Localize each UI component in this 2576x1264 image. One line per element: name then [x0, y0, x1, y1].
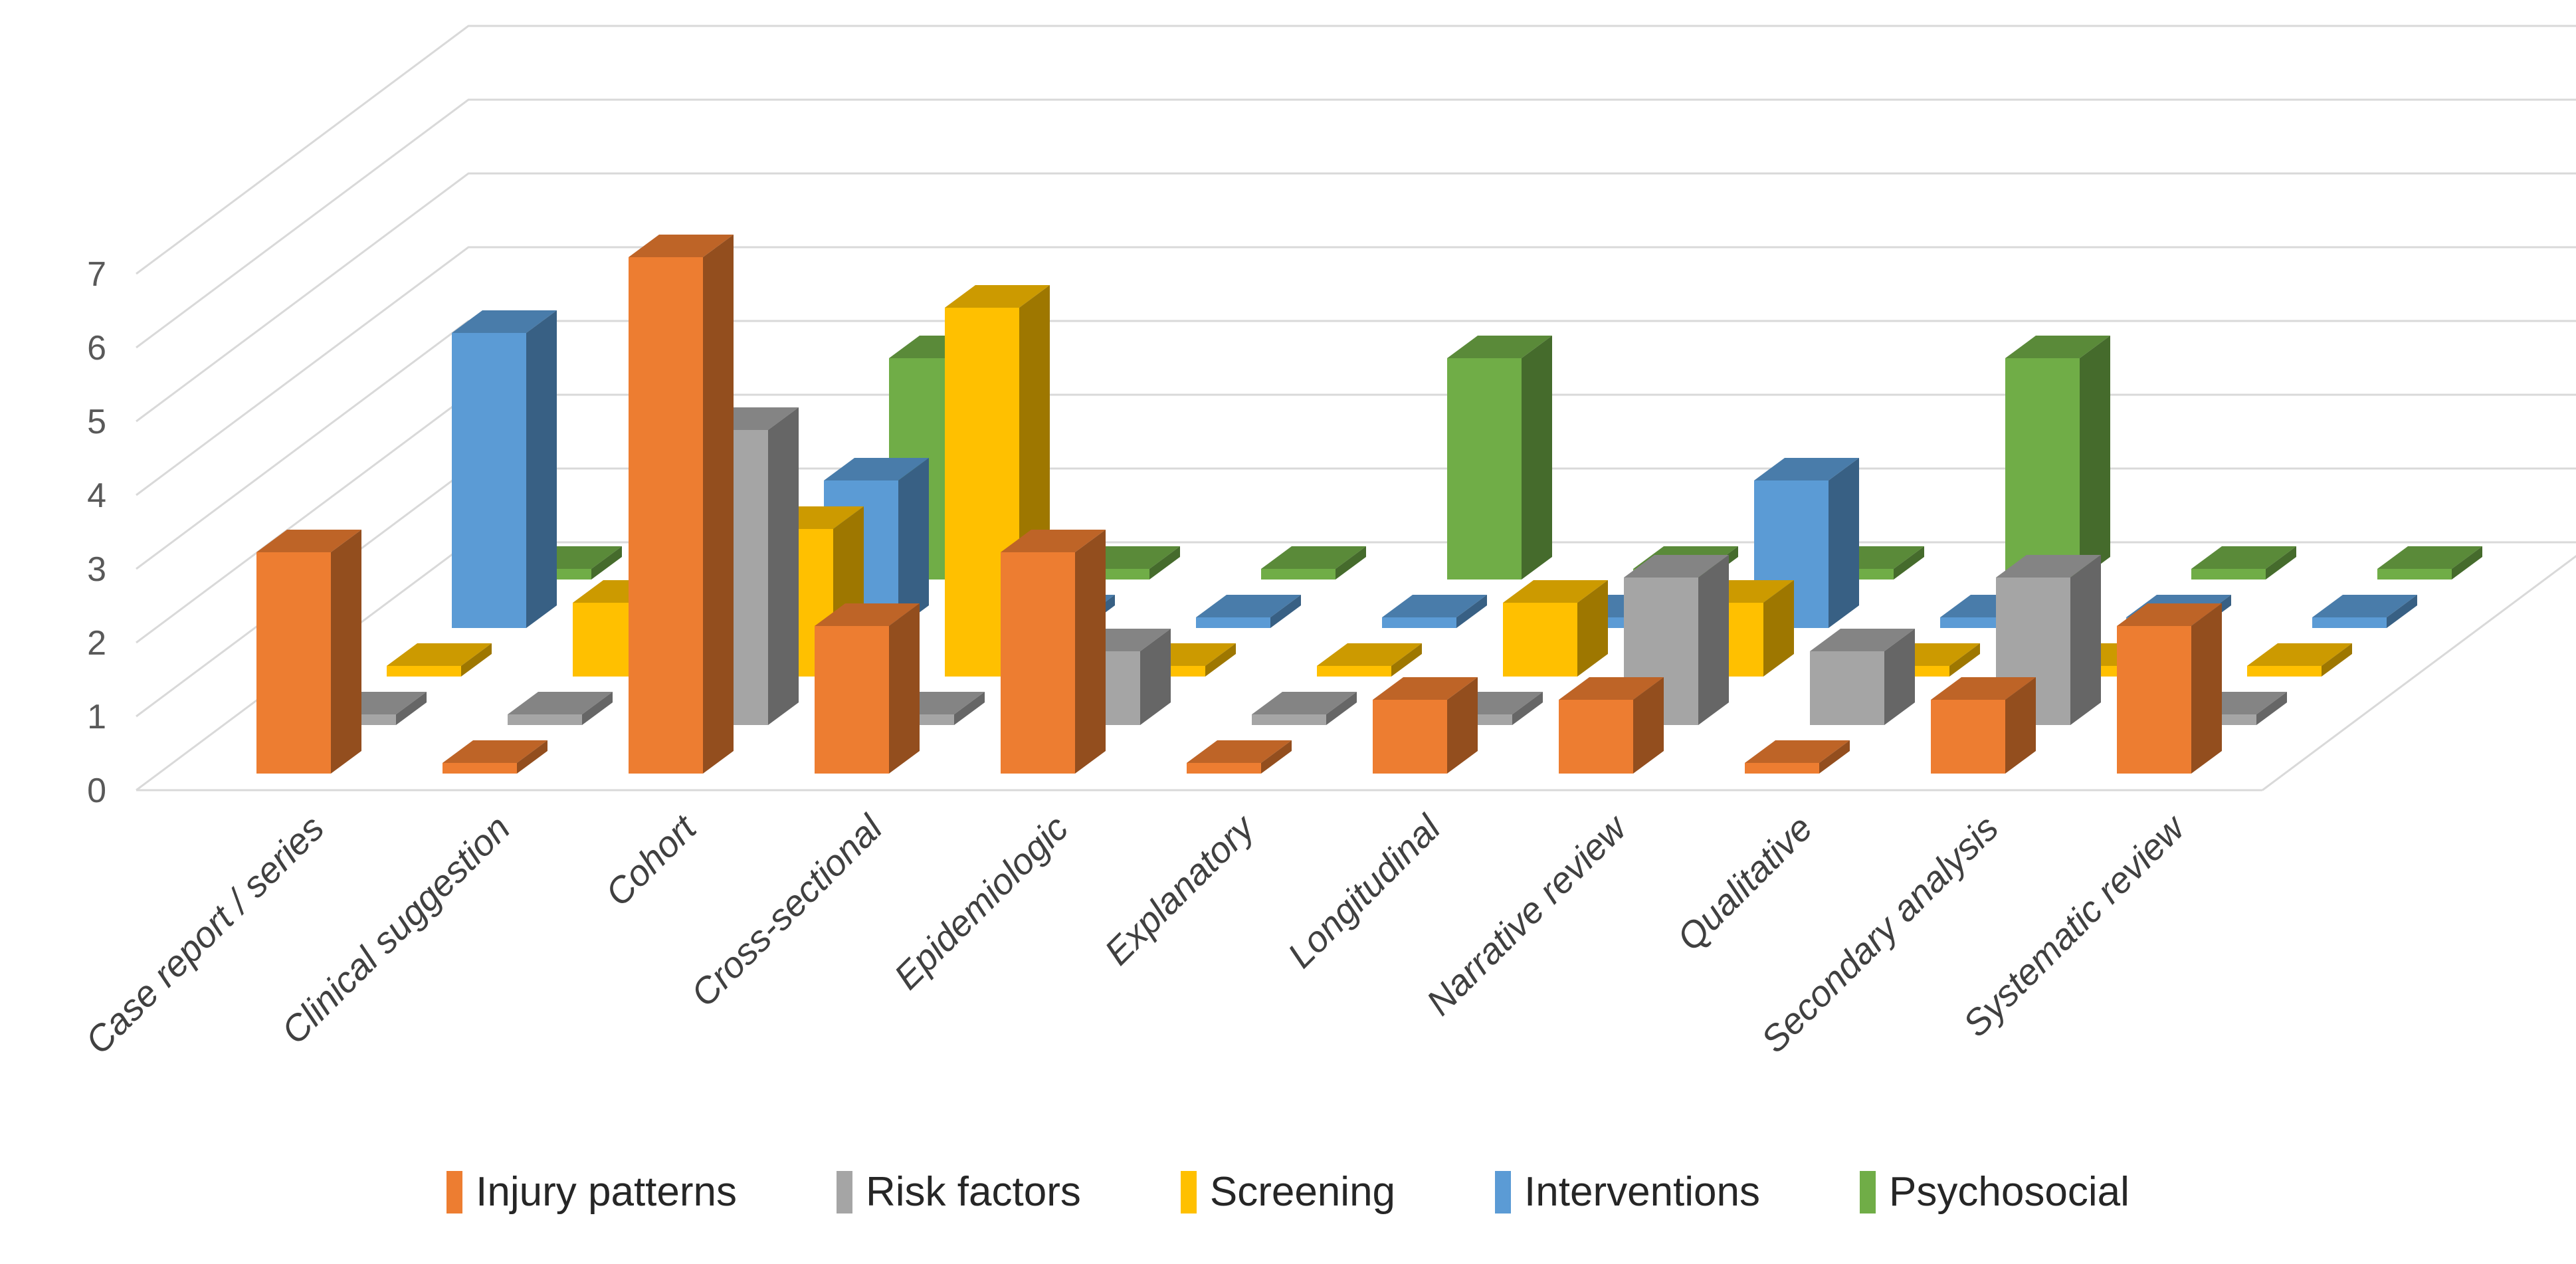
tile-injury-patterns-c5-v0 — [1187, 740, 1292, 774]
tile-injury-patterns-c1-v0 — [443, 740, 547, 774]
bar-psychosocial-c5-v3 — [1447, 336, 1552, 579]
y-tick-label-2: 2 — [87, 624, 106, 663]
y-tick-label-6: 6 — [87, 329, 106, 368]
bar-injury-patterns-c7-v1 — [1559, 677, 1664, 774]
y-tick-label-4: 4 — [87, 476, 106, 515]
legend-marker-interventions — [1495, 1170, 1512, 1213]
tile-interventions-c10-v0 — [2312, 595, 2417, 628]
legend-label: Risk factors — [866, 1169, 1081, 1215]
y-tick-label-7: 7 — [87, 255, 106, 294]
y-tick-label-0: 0 — [87, 772, 106, 810]
legend-marker-screening — [1180, 1170, 1197, 1213]
tile-risk-factors-c5-v0 — [1252, 692, 1357, 725]
tile-screening-c10-v0 — [2247, 643, 2352, 677]
tile-psychosocial-c9-v0 — [2191, 546, 2296, 579]
legend-item-injury-patterns: Injury patterns — [446, 1168, 737, 1215]
x-category-label-8: Qualitative — [1669, 807, 1821, 959]
x-category-label-3: Cross-sectional — [683, 806, 891, 1014]
bar-injury-patterns-c0-v3 — [256, 530, 361, 774]
tile-screening-c5-v0 — [1317, 643, 1422, 677]
bar-injury-patterns-c10-v2 — [2117, 603, 2222, 774]
legend-item-screening: Screening — [1180, 1168, 1396, 1215]
y-tick-label-5: 5 — [87, 403, 106, 441]
y-tick-label-3: 3 — [87, 550, 106, 589]
tile-interventions-c4-v0 — [1196, 595, 1301, 628]
legend-label: Psychosocial — [1889, 1169, 2130, 1215]
legend-item-psychosocial: Psychosocial — [1860, 1168, 2130, 1215]
bar-interventions-c0-v4 — [452, 310, 557, 628]
legend-label: Screening — [1209, 1169, 1396, 1215]
gridline-7 — [136, 25, 2576, 275]
legend-item-risk-factors: Risk factors — [837, 1168, 1081, 1215]
tile-psychosocial-c4-v0 — [1261, 546, 1366, 579]
x-category-label-4: Epidemiologic — [886, 807, 1076, 998]
bar-injury-patterns-c3-v2 — [815, 603, 920, 774]
tile-screening-c0-v0 — [387, 643, 492, 677]
gridline-4 — [136, 246, 2576, 496]
legend-marker-injury-patterns — [446, 1170, 463, 1213]
bar-psychosocial-c8-v3 — [2005, 336, 2110, 579]
legend-item-interventions: Interventions — [1495, 1168, 1760, 1215]
floor-right-edge — [2262, 555, 2576, 791]
x-category-label-2: Cohort — [597, 806, 705, 914]
x-category-label-6: Longitudinal — [1280, 806, 1449, 976]
bar-screening-c6-v1 — [1503, 580, 1608, 677]
bar-injury-patterns-c6-v1 — [1373, 677, 1478, 774]
tile-injury-patterns-c8-v0 — [1745, 740, 1850, 774]
bar-injury-patterns-c4-v3 — [1001, 530, 1106, 774]
gridline-6 — [136, 98, 2576, 349]
tile-risk-factors-c1-v0 — [508, 692, 613, 725]
chart-legend: Injury patterns Risk factors Screening Inte… — [0, 1168, 2576, 1215]
tile-interventions-c5-v0 — [1382, 595, 1487, 628]
legend-marker-psychosocial — [1860, 1170, 1876, 1213]
legend-label: Interventions — [1524, 1169, 1761, 1215]
x-category-label-5: Explanatory — [1096, 805, 1264, 973]
tile-psychosocial-c10-v0 — [2377, 546, 2482, 579]
bar-injury-patterns-c9-v1 — [1931, 677, 2036, 774]
legend-marker-risk-factors — [837, 1170, 852, 1213]
bar-risk-factors-c8-v1 — [1810, 629, 1915, 725]
legend-label: Injury patterns — [476, 1169, 737, 1215]
bar-injury-patterns-c2-v7 — [629, 235, 734, 774]
x-category-label-7: Narrative review — [1419, 805, 1636, 1023]
gridline-5 — [136, 172, 2576, 423]
y-tick-label-1: 1 — [87, 698, 106, 736]
